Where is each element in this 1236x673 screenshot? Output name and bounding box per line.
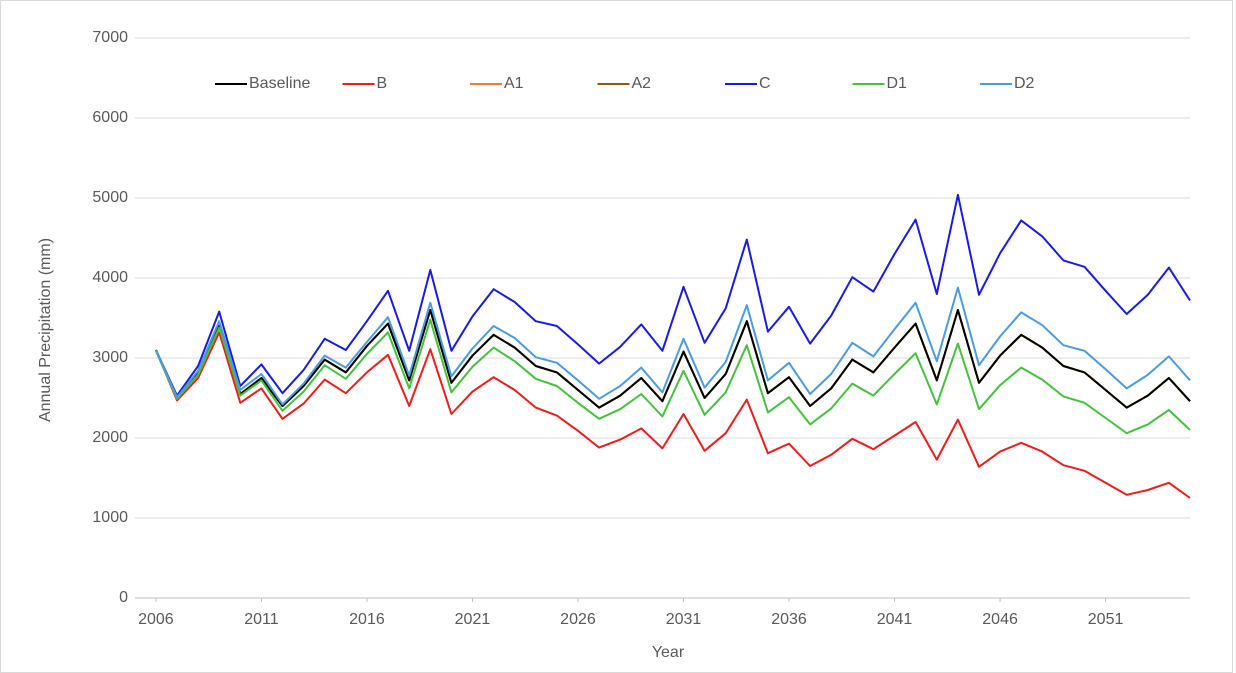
x-tick-label: 2036 <box>771 611 807 628</box>
y-tick-label: 2000 <box>92 429 128 446</box>
x-tick-label: 2026 <box>560 611 596 628</box>
x-tick-label: 2051 <box>1088 611 1124 628</box>
legend-label: B <box>377 75 388 92</box>
series-line <box>154 193 1191 397</box>
series-line <box>154 318 1191 435</box>
y-tick-label: 5000 <box>92 189 128 206</box>
y-tick-label: 3000 <box>92 349 128 366</box>
y-tick-label: 4000 <box>92 269 128 286</box>
legend-label: D2 <box>1014 75 1035 92</box>
x-tick-label: 2016 <box>349 611 385 628</box>
x-tick-label: 2031 <box>666 611 702 628</box>
legend-label: A2 <box>632 75 652 92</box>
x-tick-label: 2011 <box>244 611 279 628</box>
x-tick-label: 2021 <box>455 611 491 628</box>
x-tick-label: 2046 <box>982 611 1018 628</box>
y-tick-label: 7000 <box>92 29 128 46</box>
x-tick-label: 2006 <box>138 611 174 628</box>
x-axis-title: Year <box>652 644 685 661</box>
series-line <box>154 309 1191 409</box>
x-tick-label: 2041 <box>877 611 913 628</box>
series-line <box>154 286 1191 406</box>
y-tick-label: 6000 <box>92 109 128 126</box>
y-tick-label: 0 <box>119 589 128 606</box>
y-tick-label: 1000 <box>92 509 128 526</box>
legend-label: C <box>759 75 771 92</box>
legend-label: D1 <box>887 75 908 92</box>
legend-label: Baseline <box>249 75 310 92</box>
legend-label: A1 <box>504 75 524 92</box>
y-axis-title: Annual Precipitation (mm) <box>37 238 54 422</box>
series-line <box>154 331 1191 499</box>
